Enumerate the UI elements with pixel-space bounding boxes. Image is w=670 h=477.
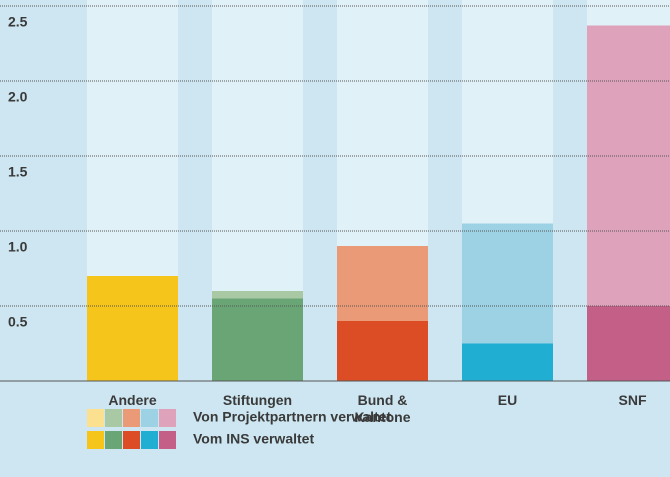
legend-swatch (141, 409, 158, 427)
legend-swatch (159, 431, 176, 449)
y-tick-label: 2.5 (8, 14, 28, 30)
bar-segment (212, 291, 303, 299)
legend-swatch (87, 409, 104, 427)
bar-segment (587, 306, 670, 381)
legend-swatch (123, 431, 140, 449)
bar-segment (337, 246, 428, 321)
legend-swatch (141, 431, 158, 449)
y-tick-label: 1.0 (8, 239, 28, 255)
legend-swatch (123, 409, 140, 427)
y-tick-label: 0.5 (8, 314, 28, 330)
x-tick-label: Andere (108, 392, 157, 408)
y-tick-label: 2.0 (8, 89, 28, 105)
bar-segment (212, 298, 303, 381)
legend-swatch (105, 431, 122, 449)
bar-segment (462, 223, 553, 344)
bar-segment (462, 343, 553, 381)
y-tick-label: 1.5 (8, 164, 28, 180)
x-tick-label: SNF (618, 392, 647, 408)
x-tick-label: EU (497, 392, 518, 408)
legend-swatch (159, 409, 176, 427)
legend-swatch (87, 431, 104, 449)
x-tick-label: Stiftungen (222, 392, 293, 408)
legend-label: Vom INS verwaltet (193, 431, 314, 447)
x-tick-label: Bund & Kantone (354, 392, 411, 425)
bar-segment (587, 25, 670, 306)
legend-swatch (105, 409, 122, 427)
legend-label: Von Projektpartnern verwaltet (193, 409, 391, 425)
bar-segment (87, 276, 178, 381)
bar-segment (337, 321, 428, 381)
